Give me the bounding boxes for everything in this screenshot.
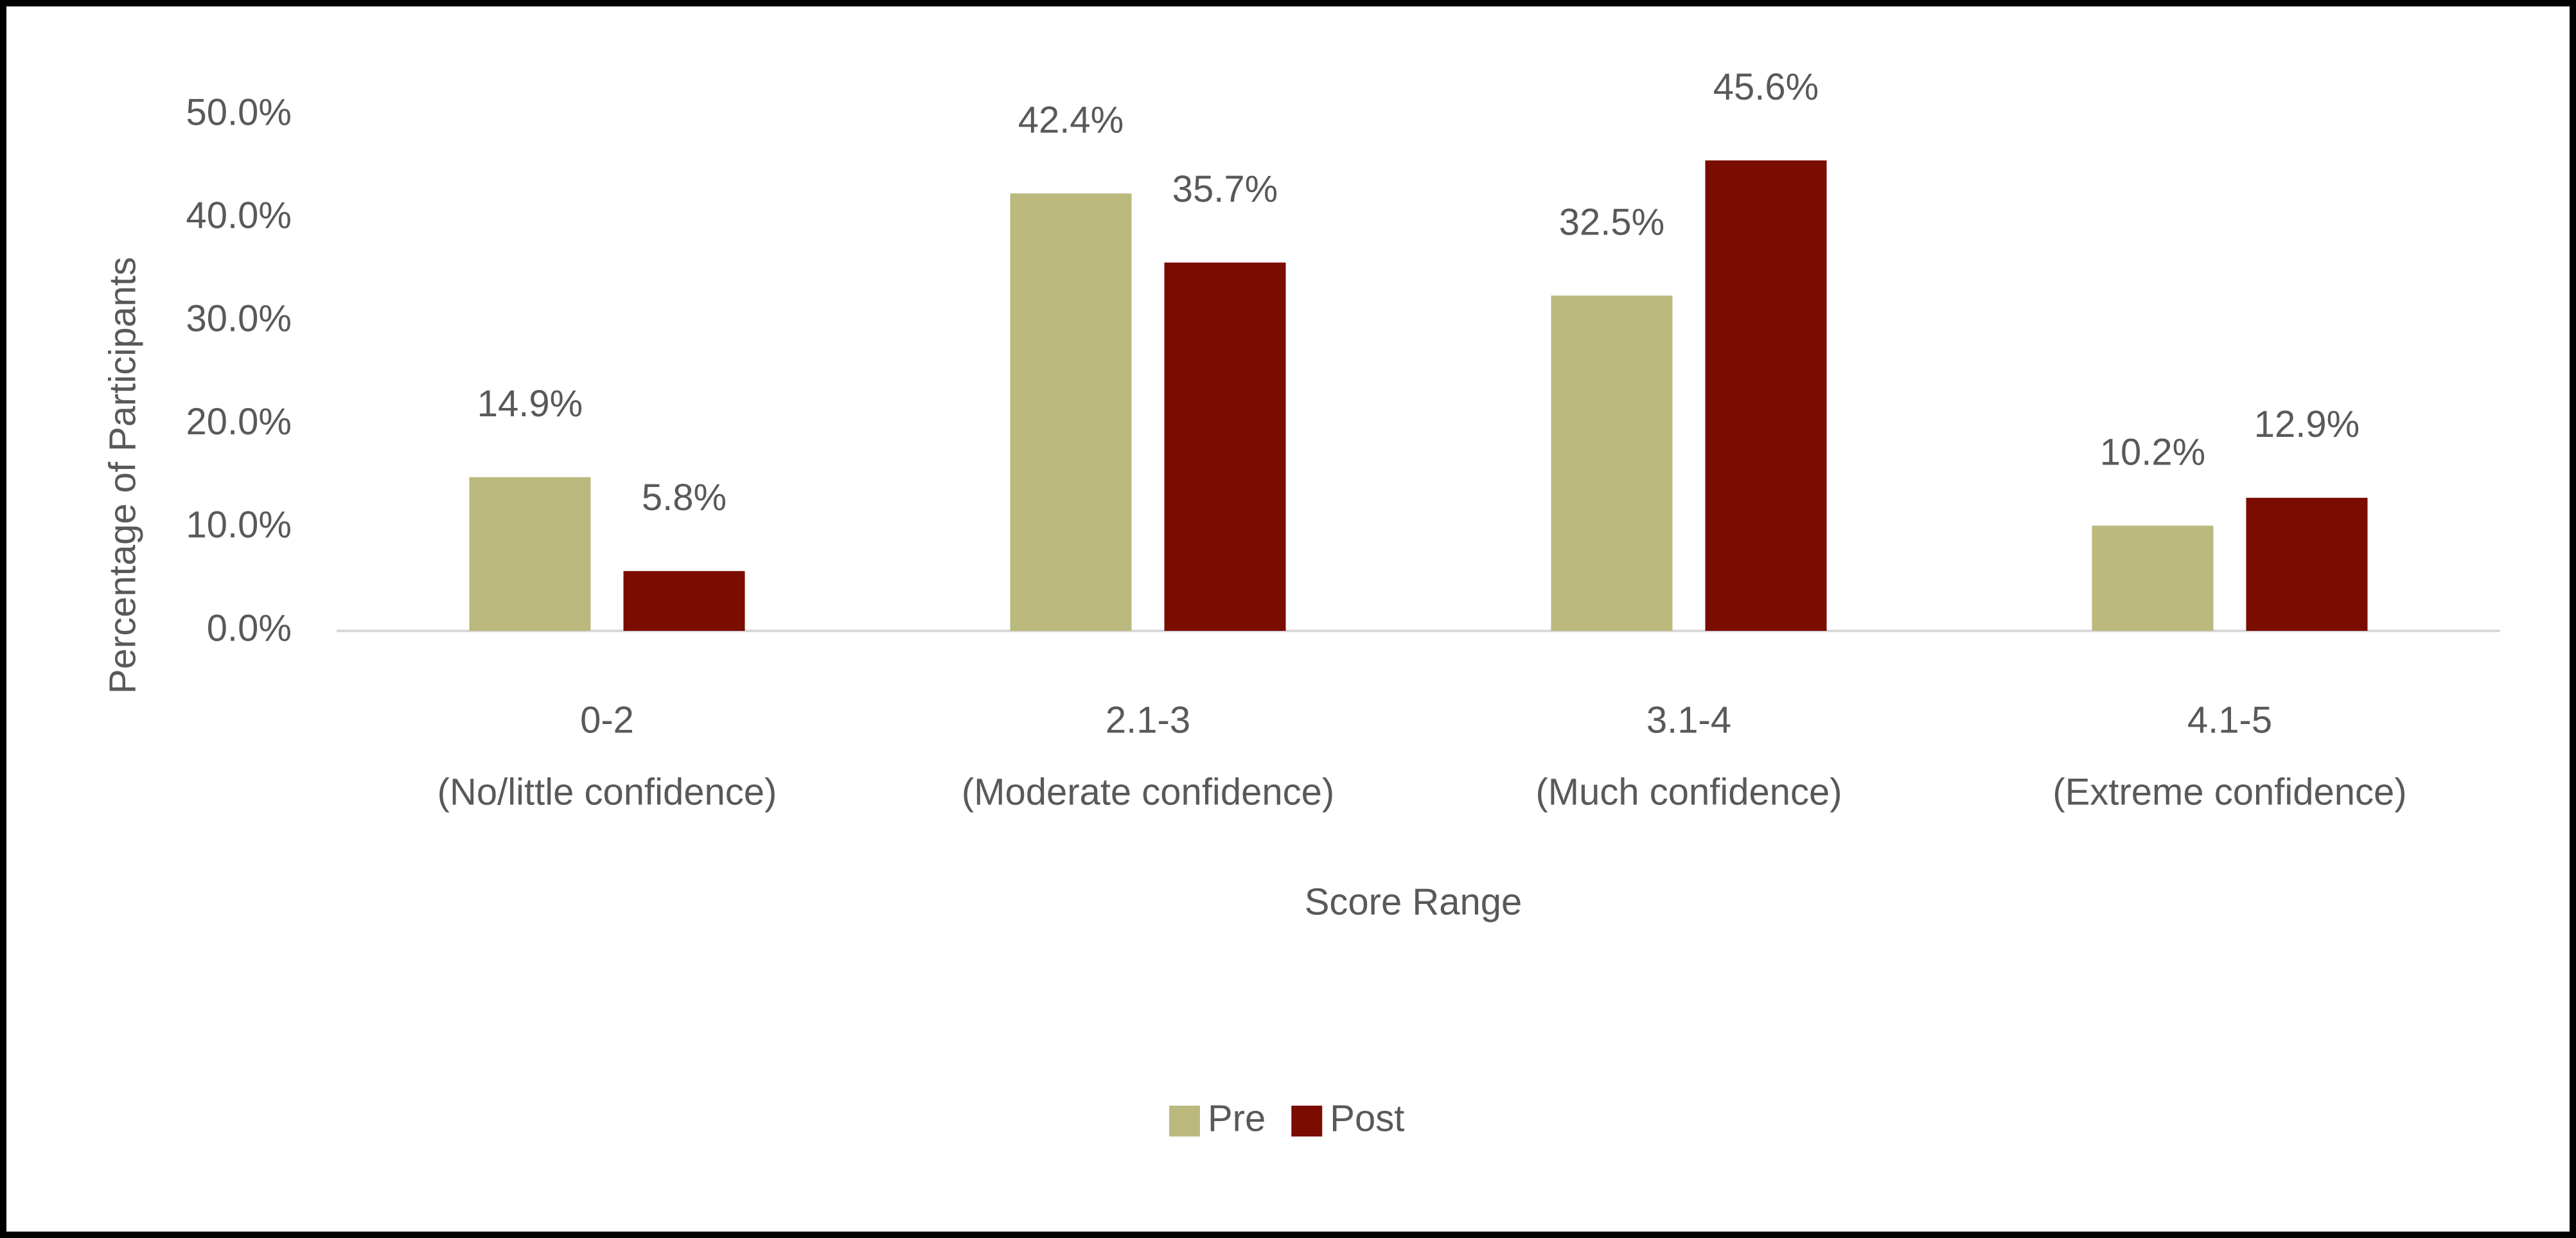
value-label: 12.9% bbox=[2254, 403, 2360, 445]
value-label: 5.8% bbox=[642, 477, 727, 518]
bar bbox=[2092, 526, 2214, 631]
x-tick-label: (No/little confidence) bbox=[437, 771, 777, 813]
y-tick-label: 20.0% bbox=[186, 401, 292, 443]
value-label: 35.7% bbox=[1172, 168, 1278, 210]
legend-label: Pre bbox=[1208, 1097, 1266, 1139]
x-tick-label: (Much confidence) bbox=[1535, 771, 1842, 813]
bar bbox=[469, 477, 591, 631]
x-tick-label: (Moderate confidence) bbox=[962, 771, 1334, 813]
y-tick-label: 30.0% bbox=[186, 298, 292, 340]
value-label: 32.5% bbox=[1559, 201, 1664, 243]
legend-swatch bbox=[1169, 1106, 1200, 1136]
bar bbox=[1164, 262, 1286, 632]
y-axis-title: Percentage of Participants bbox=[101, 257, 143, 694]
bar bbox=[1010, 193, 1132, 631]
value-label: 10.2% bbox=[2100, 432, 2205, 473]
value-label: 42.4% bbox=[1018, 99, 1124, 141]
x-tick-label: 0-2 bbox=[580, 699, 634, 741]
bar bbox=[1705, 160, 1827, 631]
bar bbox=[2246, 497, 2368, 631]
bar bbox=[623, 570, 745, 631]
x-tick-label: (Extreme confidence) bbox=[2052, 771, 2406, 813]
y-tick-label: 0.0% bbox=[207, 607, 292, 649]
y-tick-label: 50.0% bbox=[186, 91, 292, 133]
value-label: 45.6% bbox=[1713, 66, 1819, 108]
legend-label: Post bbox=[1330, 1097, 1404, 1139]
x-tick-label: 4.1-5 bbox=[2187, 699, 2272, 741]
y-tick-label: 10.0% bbox=[186, 504, 292, 546]
x-tick-label: 2.1-3 bbox=[1106, 699, 1190, 741]
x-tick-label: 3.1-4 bbox=[1646, 699, 1731, 741]
y-tick-label: 40.0% bbox=[186, 195, 292, 236]
bar bbox=[1551, 296, 1673, 631]
legend-swatch bbox=[1291, 1106, 1323, 1136]
x-axis-title: Score Range bbox=[1305, 881, 1522, 923]
value-label: 14.9% bbox=[477, 383, 583, 425]
